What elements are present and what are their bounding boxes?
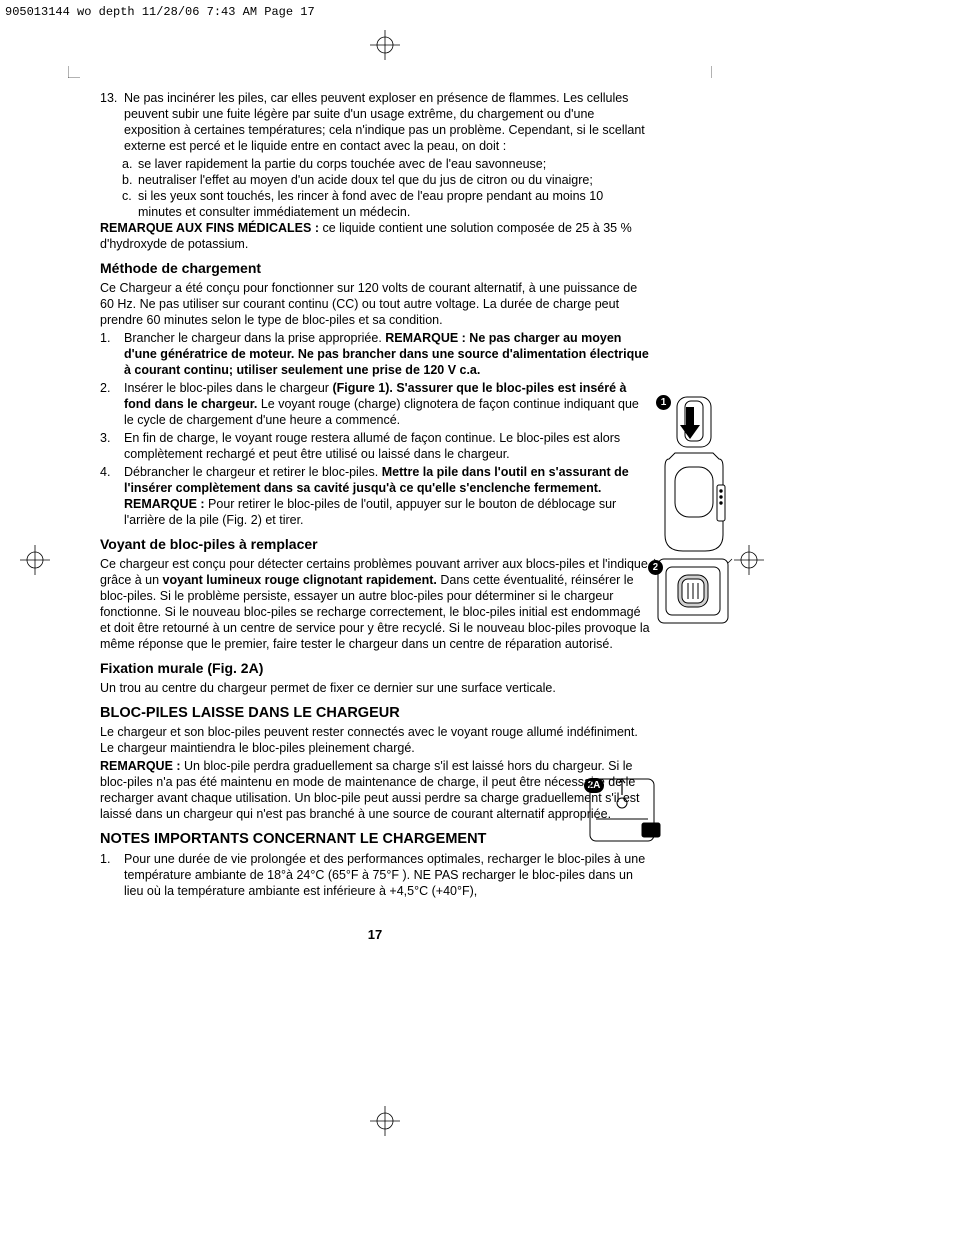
- medical-note: REMARQUE AUX FINS MÉDICALES : ce liquide…: [100, 220, 650, 252]
- methode-step-2: 2. Insérer le bloc-piles dans le chargeu…: [100, 380, 650, 428]
- registration-mark-bottom: [370, 1106, 400, 1136]
- list-item-13: 13. Ne pas incinérer les piles, car elle…: [100, 90, 650, 154]
- figure-2: [652, 555, 732, 631]
- sub-item-b: b. neutraliser l'effet au moyen d'un aci…: [122, 172, 650, 188]
- notes-step-1: 1. Pour une durée de vie prolongée et de…: [100, 851, 650, 899]
- page-number: 17: [100, 927, 650, 944]
- heading-fixation: Fixation murale (Fig. 2A): [100, 660, 650, 678]
- heading-methode: Méthode de chargement: [100, 260, 650, 278]
- svg-text:FIRE: FIRE: [645, 829, 657, 835]
- heading-notes: NOTES IMPORTANTS CONCERNANT LE CHARGEMEN…: [100, 830, 650, 849]
- sub-item-c: c. si les yeux sont touchés, les rincer …: [122, 188, 650, 220]
- bloc-p2: REMARQUE : Un bloc-pile perdra graduelle…: [100, 758, 650, 822]
- document-body: 13. Ne pas incinérer les piles, car elle…: [100, 90, 650, 943]
- crop-mark-tl: [68, 66, 80, 78]
- print-header: 905013144 wo depth 11/28/06 7:43 AM Page…: [5, 5, 315, 19]
- voyant-text: Ce chargeur est conçu pour détecter cert…: [100, 556, 650, 652]
- methode-step-4: 4. Débrancher le chargeur et retirer le …: [100, 464, 650, 528]
- registration-mark-left: [20, 545, 50, 575]
- sub-item-a: a. se laver rapidement la partie du corp…: [122, 156, 650, 172]
- fixation-text: Un trou au centre du chargeur permet de …: [100, 680, 570, 696]
- figure-2a: FIRE: [586, 775, 661, 847]
- methode-intro: Ce Chargeur a été conçu pour fonctionner…: [100, 280, 650, 328]
- methode-step-1: 1. Brancher le chargeur dans la prise ap…: [100, 330, 650, 378]
- methode-step-3: 3. En fin de charge, le voyant rouge res…: [100, 430, 650, 462]
- bloc-p1: Le chargeur et son bloc-piles peuvent re…: [100, 724, 650, 756]
- item-text: Ne pas incinérer les piles, car elles pe…: [124, 90, 650, 154]
- figure-1: [655, 395, 730, 555]
- heading-bloc: BLOC-PILES LAISSE DANS LE CHARGEUR: [100, 704, 650, 723]
- item-number: 13.: [100, 90, 124, 154]
- heading-voyant: Voyant de bloc-piles à remplacer: [100, 536, 650, 554]
